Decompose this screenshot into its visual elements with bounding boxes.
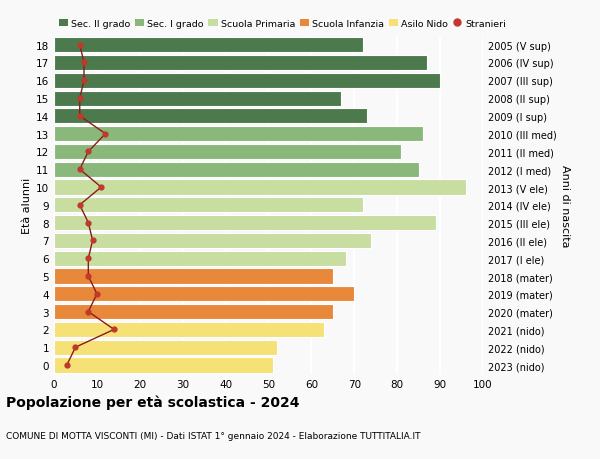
Text: COMUNE DI MOTTA VISCONTI (MI) - Dati ISTAT 1° gennaio 2024 - Elaborazione TUTTIT: COMUNE DI MOTTA VISCONTI (MI) - Dati IST… [6, 431, 421, 440]
Bar [54, 286, 354, 302]
Bar [54, 162, 419, 178]
Bar [54, 127, 423, 142]
Bar [54, 251, 346, 266]
Text: Popolazione per età scolastica - 2024: Popolazione per età scolastica - 2024 [6, 395, 299, 409]
Bar [54, 358, 273, 373]
Bar [54, 56, 427, 71]
Y-axis label: Anni di nascita: Anni di nascita [560, 164, 571, 246]
Bar [54, 304, 333, 319]
Bar [54, 269, 333, 284]
Bar [54, 216, 436, 231]
Bar [54, 73, 440, 89]
Bar [54, 109, 367, 124]
Bar [54, 38, 363, 53]
Bar [54, 180, 466, 195]
Bar [54, 233, 371, 248]
Bar [54, 91, 341, 106]
Bar [54, 322, 324, 337]
Bar [54, 198, 363, 213]
Bar [54, 145, 401, 160]
Legend: Sec. II grado, Sec. I grado, Scuola Primaria, Scuola Infanzia, Asilo Nido, Stran: Sec. II grado, Sec. I grado, Scuola Prim… [59, 20, 506, 28]
Y-axis label: Età alunni: Età alunni [22, 177, 32, 234]
Bar [54, 340, 277, 355]
